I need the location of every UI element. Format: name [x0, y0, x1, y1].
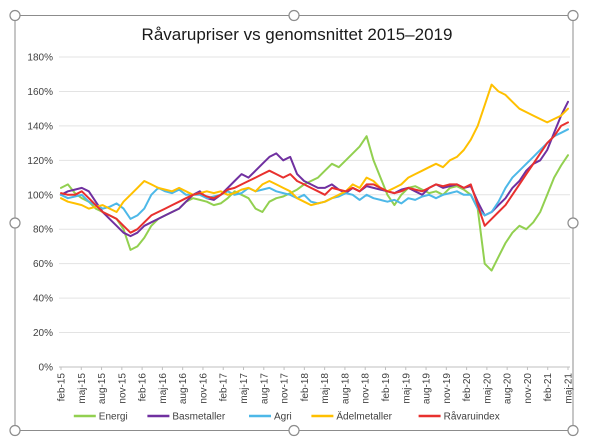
x-tick-label: aug-16: [178, 373, 189, 405]
x-tick-label: feb-20: [462, 373, 473, 402]
y-axis-ticks: 0% 20% 40% 60% 80% 100% 120% 140% 160% 180%: [27, 53, 53, 374]
x-tick-label: maj-20: [482, 373, 493, 404]
resize-handle-bottom-right[interactable]: [567, 424, 579, 437]
x-tick-label: aug-20: [503, 373, 514, 405]
chart-title: Råvarupriser vs genomsnittet 2015–2019: [142, 25, 453, 44]
x-tick-label: maj-18: [320, 373, 331, 404]
x-tick-label: feb-19: [381, 373, 392, 402]
resize-handle-top-left[interactable]: [9, 9, 21, 22]
series-line-0: [60, 135, 569, 272]
resize-handle-top-center[interactable]: [288, 9, 300, 22]
resize-handle-middle-right[interactable]: [567, 217, 579, 229]
x-tick-label: maj-21: [564, 373, 575, 404]
legend-label-1: Basmetaller: [172, 412, 225, 423]
legend-label-2: Agri: [274, 412, 292, 423]
y-tick-label: 60%: [33, 259, 53, 270]
x-tick-label: aug-15: [97, 373, 108, 405]
x-tick-label: maj-16: [158, 373, 169, 404]
x-tick-label: aug-19: [422, 373, 433, 405]
x-tick-label: maj-15: [77, 373, 88, 404]
x-tick-label: nov-17: [280, 373, 291, 404]
legend: Energi Basmetaller Agri Ädelmetaller Råvarui…: [73, 411, 500, 423]
y-tick-label: 0%: [39, 363, 54, 374]
x-tick-label: feb-21: [543, 373, 554, 402]
series-line-4: [60, 121, 569, 234]
x-tick-label: feb-15: [57, 373, 68, 402]
x-tick-label: nov-20: [523, 373, 534, 404]
resize-handle-bottom-center[interactable]: [288, 424, 300, 437]
legend-label-0: Energi: [99, 412, 128, 423]
x-tick-label: feb-18: [300, 373, 311, 402]
y-tick-label: 180%: [27, 53, 53, 64]
selection-frame: [14, 15, 574, 431]
x-tick-label: aug-18: [340, 373, 351, 405]
x-tick-label: feb-16: [138, 373, 149, 402]
x-tick-label: maj-19: [401, 373, 412, 404]
x-axis-ticks: feb-15 maj-15 aug-15 nov-15 feb-16 maj-16 aug-…: [57, 367, 575, 404]
x-tick-label: feb-17: [219, 373, 230, 402]
y-tick-label: 80%: [33, 225, 53, 236]
y-tick-label: 100%: [27, 190, 53, 201]
y-tick-label: 20%: [33, 328, 53, 339]
series-line-3: [60, 83, 569, 213]
legend-label-4: Råvaruindex: [444, 411, 500, 423]
resize-handle-bottom-left[interactable]: [9, 424, 21, 437]
series-line-2: [60, 128, 569, 220]
gridlines: [59, 56, 570, 368]
x-tick-label: aug-17: [259, 373, 270, 405]
y-tick-label: 160%: [27, 87, 53, 98]
series-lines: [60, 83, 569, 272]
x-tick-label: nov-19: [442, 373, 453, 404]
resize-handle-middle-left[interactable]: [9, 217, 21, 229]
x-tick-label: nov-16: [198, 373, 209, 404]
y-tick-label: 120%: [27, 156, 53, 167]
x-tick-label: nov-15: [117, 373, 128, 404]
resize-handle-top-right[interactable]: [567, 9, 579, 22]
x-tick-label: nov-18: [361, 373, 372, 404]
y-tick-label: 140%: [27, 121, 53, 132]
legend-label-3: Ädelmetaller: [336, 411, 392, 423]
x-tick-label: maj-17: [239, 373, 250, 404]
y-tick-label: 40%: [33, 294, 53, 305]
